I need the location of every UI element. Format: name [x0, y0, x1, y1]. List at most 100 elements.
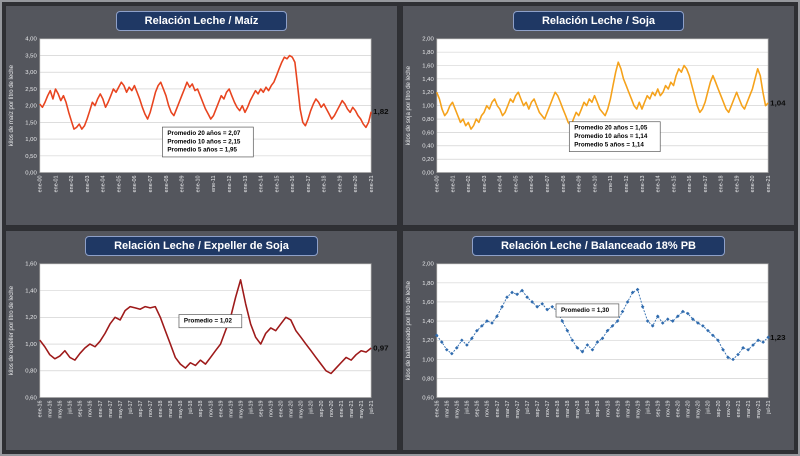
- svg-text:1,20: 1,20: [422, 90, 434, 96]
- svg-text:ene-15: ene-15: [274, 176, 280, 193]
- svg-text:Promedio 20 años = 1,05: Promedio 20 años = 1,05: [574, 125, 648, 132]
- svg-text:nov-18: nov-18: [208, 401, 214, 418]
- svg-text:ene-17: ene-17: [306, 176, 312, 193]
- svg-text:ene-09: ene-09: [179, 176, 185, 193]
- svg-text:2,00: 2,00: [422, 37, 434, 43]
- svg-text:ene-05: ene-05: [513, 176, 519, 193]
- svg-text:may-16: may-16: [455, 401, 461, 419]
- svg-text:ene-16: ene-16: [290, 176, 296, 193]
- svg-text:3,50: 3,50: [25, 54, 37, 60]
- svg-text:ene-21: ene-21: [369, 176, 375, 193]
- svg-text:nov-18: nov-18: [605, 401, 611, 418]
- svg-text:nov-20: nov-20: [329, 401, 335, 418]
- svg-text:ene-20: ene-20: [353, 176, 359, 193]
- svg-text:ene-18: ene-18: [158, 401, 164, 418]
- svg-text:ene-21: ene-21: [736, 401, 742, 418]
- svg-text:ene-07: ene-07: [148, 176, 154, 193]
- svg-text:ene-20: ene-20: [676, 401, 682, 418]
- svg-text:kilos de maíz por litro de lec: kilos de maíz por litro de leche: [8, 65, 15, 147]
- svg-text:sep-17: sep-17: [138, 401, 144, 418]
- svg-text:ene-08: ene-08: [164, 176, 170, 193]
- svg-text:jul-21: jul-21: [766, 401, 772, 415]
- svg-text:1,60: 1,60: [422, 300, 434, 306]
- svg-text:ene-21: ene-21: [766, 176, 772, 193]
- svg-text:sep-19: sep-19: [655, 401, 661, 418]
- svg-text:0,50: 0,50: [25, 154, 37, 160]
- svg-text:0,20: 0,20: [422, 157, 434, 163]
- svg-text:1,60: 1,60: [25, 262, 37, 268]
- svg-text:kilos de expeller por litro de: kilos de expeller por litro de leche: [8, 286, 15, 376]
- svg-text:jul-21: jul-21: [369, 401, 375, 415]
- svg-text:mar-20: mar-20: [686, 401, 692, 418]
- svg-text:ene-00: ene-00: [37, 176, 43, 193]
- svg-text:may-18: may-18: [178, 401, 184, 419]
- svg-text:ene-00: ene-00: [434, 176, 440, 193]
- svg-text:ene-13: ene-13: [243, 176, 249, 193]
- svg-text:ene-06: ene-06: [529, 176, 535, 193]
- svg-text:ene-06: ene-06: [132, 176, 138, 193]
- svg-text:sep-19: sep-19: [258, 401, 264, 418]
- svg-text:jul-20: jul-20: [309, 401, 315, 415]
- svg-text:2,00: 2,00: [422, 262, 434, 268]
- svg-text:0,00: 0,00: [25, 171, 37, 177]
- svg-text:sep-16: sep-16: [475, 401, 481, 418]
- svg-text:may-17: may-17: [515, 401, 521, 419]
- svg-text:1,82: 1,82: [373, 107, 389, 116]
- svg-text:ene-16: ene-16: [37, 401, 43, 418]
- svg-text:ene-19: ene-19: [615, 401, 621, 418]
- svg-text:jul-18: jul-18: [585, 401, 591, 415]
- line-chart-leche-balanceado: 0,60 0,80 1,00 1,20 1,40 1,60 1,80 2,00 ene-16 ma…: [405, 262, 786, 419]
- svg-text:ene-11: ene-11: [211, 176, 217, 192]
- svg-text:ene-01: ene-01: [450, 176, 456, 193]
- svg-text:nov-19: nov-19: [666, 401, 672, 418]
- svg-text:ene-19: ene-19: [337, 176, 343, 193]
- svg-text:ene-10: ene-10: [592, 176, 598, 193]
- chart-panel-leche-maiz: Relación Leche / Maíz 0,00 0,50 1,00 1,50 2,…: [5, 5, 398, 226]
- svg-text:ene-18: ene-18: [322, 176, 328, 193]
- svg-text:mar-19: mar-19: [228, 401, 234, 418]
- svg-text:ene-02: ene-02: [466, 176, 472, 193]
- svg-text:1,20: 1,20: [422, 338, 434, 344]
- svg-text:mar-21: mar-21: [746, 401, 752, 418]
- svg-text:0,00: 0,00: [422, 171, 434, 177]
- svg-text:mar-16: mar-16: [445, 401, 451, 418]
- svg-text:nov-16: nov-16: [485, 401, 491, 418]
- svg-text:0,60: 0,60: [25, 396, 37, 402]
- svg-text:jul-17: jul-17: [525, 401, 531, 415]
- svg-text:0,80: 0,80: [422, 117, 434, 123]
- svg-text:nov-20: nov-20: [726, 401, 732, 418]
- svg-text:ene-21: ene-21: [339, 401, 345, 418]
- svg-text:sep-20: sep-20: [319, 401, 325, 418]
- svg-text:may-20: may-20: [299, 401, 305, 419]
- svg-text:ene-14: ene-14: [655, 176, 661, 193]
- svg-text:nov-19: nov-19: [269, 401, 275, 418]
- svg-text:1,00: 1,00: [25, 137, 37, 143]
- svg-text:jul-20: jul-20: [706, 401, 712, 415]
- line-chart-leche-soja: 0,00 0,20 0,40 0,60 0,80 1,00 1,20 1,40 1,60 1,80…: [405, 37, 786, 193]
- svg-text:may-21: may-21: [756, 401, 762, 419]
- svg-text:ene-20: ene-20: [279, 401, 285, 418]
- svg-text:sep-16: sep-16: [78, 401, 84, 418]
- svg-text:Promedio 5 años = 1,95: Promedio 5 años = 1,95: [167, 147, 237, 154]
- svg-text:1,80: 1,80: [422, 281, 434, 287]
- svg-text:may-18: may-18: [575, 401, 581, 419]
- svg-text:jul-17: jul-17: [128, 401, 134, 415]
- chart-panel-leche-soja: Relación Leche / Soja 0,00 0,20 0,40 0,60 0,…: [402, 5, 795, 226]
- svg-text:ene-04: ene-04: [498, 176, 504, 193]
- chart-title-leche-expeller: Relación Leche / Expeller de Soja: [85, 236, 318, 257]
- svg-text:1,00: 1,00: [25, 342, 37, 348]
- svg-text:jul-18: jul-18: [188, 401, 194, 415]
- svg-text:0,60: 0,60: [422, 396, 434, 402]
- svg-text:1,23: 1,23: [770, 333, 786, 342]
- svg-text:ene-18: ene-18: [719, 176, 725, 193]
- svg-text:1,20: 1,20: [25, 315, 37, 321]
- svg-text:ene-03: ene-03: [482, 176, 488, 193]
- svg-text:1,40: 1,40: [25, 289, 37, 295]
- svg-text:ene-19: ene-19: [734, 176, 740, 193]
- svg-text:jul-16: jul-16: [465, 401, 471, 415]
- svg-text:ene-02: ene-02: [69, 176, 75, 193]
- svg-text:Promedio 10 años = 2,15: Promedio 10 años = 2,15: [167, 139, 241, 146]
- svg-text:may-16: may-16: [58, 401, 64, 419]
- svg-text:0,80: 0,80: [422, 377, 434, 383]
- svg-text:0,60: 0,60: [422, 130, 434, 136]
